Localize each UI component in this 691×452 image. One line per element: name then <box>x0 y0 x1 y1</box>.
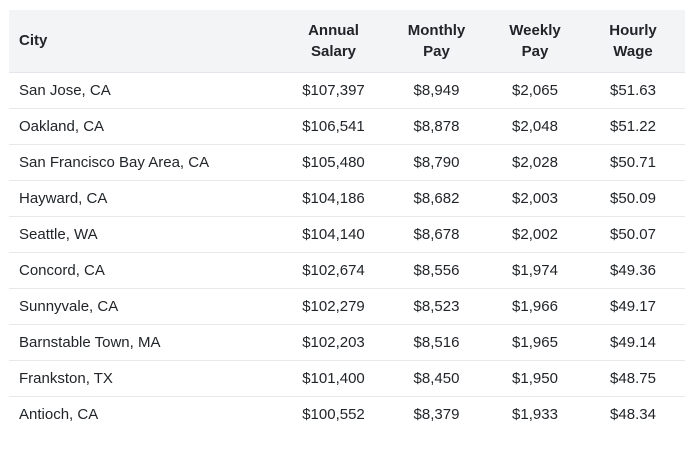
cell-weekly-pay: $1,965 <box>489 324 581 361</box>
column-header-weekly-line-2: Pay <box>521 42 549 60</box>
cell-weekly-pay: $1,950 <box>489 360 581 397</box>
cell-monthly-pay: $8,450 <box>384 360 489 397</box>
salary-table: City Annual Salary Monthly Pay Weekly Pa… <box>9 10 685 432</box>
cell-weekly-pay: $2,003 <box>489 180 581 217</box>
table-row: Seattle, WA $104,140 $8,678 $2,002 $50.0… <box>9 216 685 253</box>
cell-city: Barnstable Town, MA <box>9 324 283 361</box>
cell-annual-salary: $101,400 <box>283 360 384 397</box>
cell-weekly-pay: $2,002 <box>489 216 581 253</box>
cell-city: Antioch, CA <box>19 405 99 423</box>
table-row: Antioch, CA $100,552 $8,379 $1,933 $48.3… <box>9 396 685 432</box>
cell-hourly-wage: $50.07 <box>581 216 685 253</box>
cell-annual-salary: $104,186 <box>283 180 384 217</box>
cell-hourly-wage: $49.17 <box>581 288 685 325</box>
cell-city: San Francisco Bay Area, CA <box>9 144 283 181</box>
cell-monthly-pay: $8,949 <box>384 72 489 109</box>
table-row: Sunnyvale, CA $102,279 $8,523 $1,966 $49… <box>9 288 685 325</box>
column-header-annual-salary: Annual Salary <box>283 10 384 73</box>
table-row: Concord, CA $102,674 $8,556 $1,974 $49.3… <box>9 252 685 289</box>
cell-city: San Jose, CA <box>9 72 283 109</box>
table-row: San Jose, CA $107,397 $8,949 $2,065 $51.… <box>9 72 685 109</box>
cell-city: Concord, CA <box>9 252 283 289</box>
column-header-monthly-line-1: Monthly <box>407 21 466 39</box>
cell-hourly-wage: $49.14 <box>581 324 685 361</box>
column-header-hourly-line-1: Hourly <box>609 21 657 39</box>
table-row: Oakland, CA $106,541 $8,878 $2,048 $51.2… <box>9 108 685 145</box>
cell-monthly-pay: $8,523 <box>384 288 489 325</box>
column-header-monthly-pay: Monthly Pay <box>384 10 489 73</box>
cell-annual-salary: $106,541 <box>283 108 384 145</box>
cell-monthly-pay: $8,878 <box>384 108 489 145</box>
cell-monthly-pay: $8,516 <box>384 324 489 361</box>
cell-monthly-pay: $8,682 <box>384 180 489 217</box>
cell-annual-salary: $107,397 <box>283 72 384 109</box>
cell-weekly-pay: $1,933 <box>512 405 558 423</box>
column-header-hourly-line-2: Wage <box>613 42 653 60</box>
cell-city: Hayward, CA <box>9 180 283 217</box>
column-header-annual-line-2: Salary <box>310 42 357 60</box>
table-row: Barnstable Town, MA $102,203 $8,516 $1,9… <box>9 324 685 361</box>
table-row: San Francisco Bay Area, CA $105,480 $8,7… <box>9 144 685 181</box>
cell-hourly-wage: $48.34 <box>610 405 656 423</box>
column-header-hourly-wage: Hourly Wage <box>581 10 685 73</box>
column-header-weekly-line-1: Weekly <box>509 21 561 39</box>
cell-hourly-wage: $51.22 <box>581 108 685 145</box>
cell-weekly-pay: $1,966 <box>489 288 581 325</box>
table-body: San Jose, CA $107,397 $8,949 $2,065 $51.… <box>9 72 685 432</box>
column-header-city-label: City <box>19 32 48 50</box>
cell-weekly-pay: $2,028 <box>489 144 581 181</box>
cell-city: Frankston, TX <box>9 360 283 397</box>
cell-annual-salary: $102,674 <box>283 252 384 289</box>
cell-weekly-pay: $2,048 <box>489 108 581 145</box>
column-header-weekly-pay: Weekly Pay <box>489 10 581 73</box>
table-row: Hayward, CA $104,186 $8,682 $2,003 $50.0… <box>9 180 685 217</box>
cell-hourly-wage: $51.63 <box>581 72 685 109</box>
cell-hourly-wage: $48.75 <box>581 360 685 397</box>
cell-city: Seattle, WA <box>9 216 283 253</box>
cell-hourly-wage: $49.36 <box>581 252 685 289</box>
cell-annual-salary: $102,279 <box>283 288 384 325</box>
cell-city: Oakland, CA <box>9 108 283 145</box>
salary-table-container: City Annual Salary Monthly Pay Weekly Pa… <box>9 10 685 432</box>
column-header-annual-line-1: Annual <box>308 21 359 39</box>
cell-monthly-pay: $8,556 <box>384 252 489 289</box>
table-header: City Annual Salary Monthly Pay Weekly Pa… <box>9 10 685 73</box>
cell-weekly-pay: $2,065 <box>489 72 581 109</box>
cell-hourly-wage: $50.71 <box>581 144 685 181</box>
cell-hourly-wage: $50.09 <box>581 180 685 217</box>
column-header-city: City <box>9 10 283 73</box>
cell-annual-salary: $100,552 <box>302 405 365 423</box>
cell-annual-salary: $105,480 <box>283 144 384 181</box>
cell-monthly-pay: $8,678 <box>384 216 489 253</box>
cell-annual-salary: $102,203 <box>283 324 384 361</box>
cell-annual-salary: $104,140 <box>283 216 384 253</box>
table-row: Frankston, TX $101,400 $8,450 $1,950 $48… <box>9 360 685 397</box>
cell-weekly-pay: $1,974 <box>489 252 581 289</box>
cell-monthly-pay: $8,379 <box>413 405 460 423</box>
cell-city: Sunnyvale, CA <box>9 288 283 325</box>
column-header-monthly-line-2: Pay <box>423 42 450 60</box>
cell-monthly-pay: $8,790 <box>384 144 489 181</box>
header-row: City Annual Salary Monthly Pay Weekly Pa… <box>9 10 685 73</box>
